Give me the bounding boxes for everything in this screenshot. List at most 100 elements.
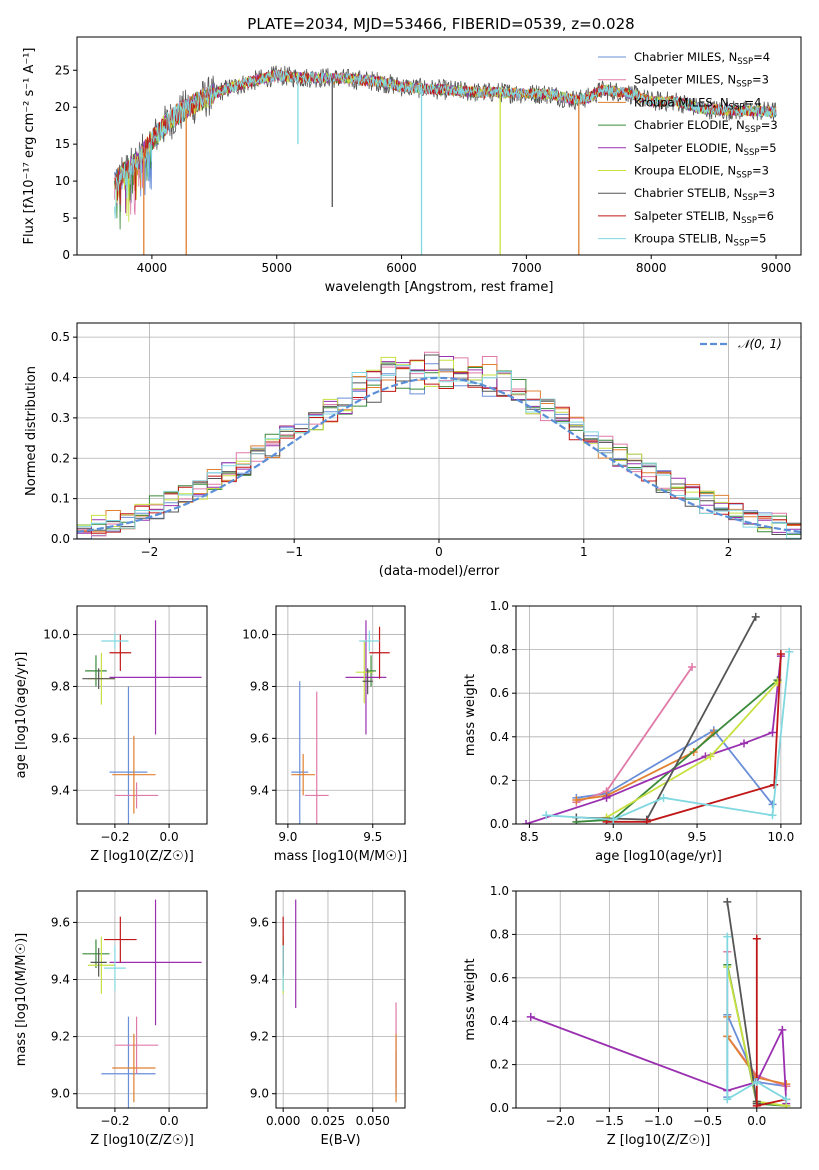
x-tick-label: 9000 — [761, 261, 792, 275]
y-tick-label: 0.4 — [490, 1014, 509, 1028]
plot-area — [82, 620, 202, 824]
y-tick-label: 15 — [55, 137, 70, 151]
weight-marker — [642, 817, 651, 824]
x-tick-label: 8000 — [636, 261, 667, 275]
y-tick-label: 0.0 — [490, 1101, 509, 1115]
x-tick-label: 0.0 — [160, 830, 179, 844]
y-axis-label: mass [log10(M/M☉)] — [14, 933, 29, 1066]
y-tick-label: 0.4 — [490, 730, 509, 744]
x-axis-label: mass [log10(M/M☉)] — [274, 849, 407, 864]
weight-marker — [782, 1095, 791, 1104]
y-tick-label: 9.6 — [250, 731, 269, 745]
spectrum-line-8 — [114, 69, 777, 219]
x-axis-label: Z [log10(Z/Z☉)] — [90, 849, 194, 864]
plot-area — [282, 899, 397, 1103]
weight-marker — [768, 728, 777, 737]
plot-area — [82, 899, 202, 1108]
y-tick-label: 0.2 — [490, 773, 509, 787]
weight-marker — [688, 663, 697, 672]
spectrum-line-6 — [114, 65, 777, 194]
x-tick-label: 2 — [725, 545, 733, 559]
axes-mass-vs-EBV: 0.000 0.025 0.050 9.0 9.2 9.4 9.6 E(B-V) — [250, 890, 406, 1148]
weight-marker — [522, 820, 531, 824]
x-tick-label: −0.2 — [100, 830, 129, 844]
y-axis-label: mass weight — [463, 674, 478, 756]
weight-marker — [609, 815, 618, 824]
y-tick-label: 0.0 — [490, 817, 509, 831]
axes-frame — [515, 605, 802, 825]
x-tick-label: 4000 — [137, 261, 168, 275]
y-tick-label: 20 — [55, 100, 70, 114]
weight-marker — [740, 739, 748, 748]
weight-line-0 — [576, 729, 774, 805]
x-tick-label: 8.5 — [520, 830, 539, 844]
weight-marker — [768, 811, 777, 820]
weight-marker — [723, 932, 732, 941]
weight-line-4 — [525, 656, 782, 824]
weight-marker — [542, 811, 551, 820]
y-tick-label: 9.4 — [51, 783, 70, 797]
legend-label: Chabrier ELODIE, NSSP=3 — [634, 118, 778, 135]
histogram-step-6 — [77, 354, 801, 535]
weight-marker — [572, 796, 581, 805]
weight-line-7 — [606, 653, 782, 823]
weight-marker — [778, 1025, 787, 1034]
x-tick-label: −0.2 — [100, 1114, 129, 1128]
x-tick-label: 0.000 — [266, 1114, 300, 1128]
y-axis-label: Normed distribution — [24, 366, 39, 496]
legend-label: Salpeter ELODIE, NSSP=5 — [634, 141, 777, 158]
x-tick-label: 9.5 — [363, 830, 382, 844]
normal-curve — [77, 376, 801, 533]
x-tick-label: −2 — [141, 545, 159, 559]
y-axis-label: mass weight — [463, 958, 478, 1040]
y-tick-label: 9.2 — [250, 1030, 269, 1044]
legend-label: Chabrier MILES, NSSP=4 — [634, 50, 770, 67]
x-tick-label: −1 — [285, 545, 303, 559]
weight-marker — [706, 752, 715, 761]
x-tick-label: −2.0 — [546, 1114, 575, 1128]
y-tick-label: 0.4 — [51, 371, 70, 385]
axes-age-vs-Z: −0.2 0.0 9.4 9.6 9.8 10.0 Z [log10(Z/Z☉)] age [… — [14, 605, 208, 864]
y-tick-label: 5 — [62, 211, 70, 225]
y-tick-label: 9.6 — [250, 915, 269, 929]
x-tick-label: −1.0 — [644, 1114, 673, 1128]
x-axis-label: age [log10(age/yr)] — [595, 849, 722, 864]
weight-marker — [776, 649, 785, 658]
axes-age-vs-mass: 9.0 9.5 9.4 9.6 9.8 10.0 mass [log10(M/M☉)] — [242, 605, 407, 864]
x-axis-label: wavelength [Angstrom, rest frame] — [325, 280, 554, 295]
weight-marker — [659, 793, 668, 802]
axes-weight-vs-age: 8.5 9.0 9.5 10.0 0.0 0.2 0.4 0.6 0.8 1.0 age [log1… — [463, 599, 802, 864]
y-tick-label: 1.0 — [490, 599, 509, 613]
y-tick-label: 0 — [62, 248, 70, 262]
y-tick-label: 0.5 — [51, 330, 70, 344]
weight-marker — [751, 612, 760, 621]
axes-frame — [275, 890, 406, 1109]
plot-area — [77, 351, 801, 539]
axes-frame — [76, 36, 802, 256]
plot-area — [114, 65, 777, 255]
figure-title: PLATE=2034, MJD=53466, FIBERID=0539, z=0… — [247, 15, 634, 33]
y-tick-label: 0.8 — [490, 927, 509, 941]
y-tick-label: 9.8 — [51, 679, 70, 693]
x-tick-label: 0.0 — [160, 1114, 179, 1128]
y-tick-label: 0.3 — [51, 411, 70, 425]
y-tick-label: 25 — [55, 63, 70, 77]
x-axis-label: Z [log10(Z/Z☉)] — [607, 1133, 711, 1148]
y-tick-label: 9.6 — [51, 915, 70, 929]
legend-label: Salpeter STELIB, NSSP=6 — [634, 209, 774, 226]
weight-marker — [526, 1012, 535, 1021]
y-tick-label: 0.1 — [51, 492, 70, 506]
weight-marker — [723, 897, 732, 906]
x-tick-label: 0.0 — [747, 1114, 766, 1128]
x-tick-label: 1 — [580, 545, 588, 559]
y-tick-label: 0.6 — [490, 686, 509, 700]
y-tick-label: 9.0 — [51, 1087, 70, 1101]
plot-area — [291, 620, 390, 824]
plot-area — [526, 897, 791, 1108]
weight-marker — [602, 793, 611, 802]
axes-weight-vs-Z: −2.0 −1.5 −1.0 −0.5 0.0 0.0 0.2 0.4 0.6 0.8 1.0 Z [… — [463, 884, 802, 1148]
x-tick-label: 0.025 — [311, 1114, 345, 1128]
y-tick-label: 10 — [55, 174, 70, 188]
y-tick-label: 9.4 — [51, 973, 70, 987]
x-tick-label: 6000 — [386, 261, 417, 275]
